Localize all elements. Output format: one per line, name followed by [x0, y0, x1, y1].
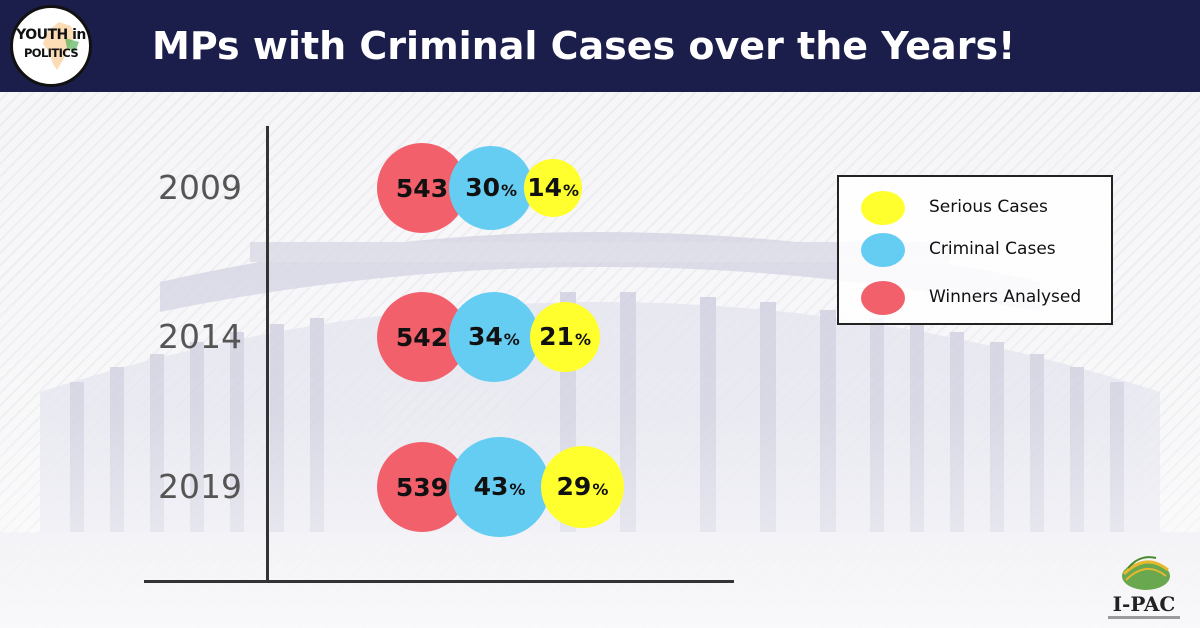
legend-swatch-criminal: [861, 233, 905, 267]
bubble-serious-cases-2019: 29%: [540, 445, 624, 529]
bubble-unit: %: [501, 181, 518, 201]
youth-in-politics-logo: YOUTH in POLITICS: [10, 5, 92, 87]
logo-text-line1: YOUTH in: [16, 27, 86, 43]
legend-swatch-serious: [861, 191, 905, 225]
x-axis-line: [144, 580, 734, 583]
bubble-criminal-cases-2019: 43%: [449, 436, 550, 538]
year-label-2014: 2014: [158, 317, 242, 356]
ipac-wordmark: I-PAC: [1112, 592, 1176, 616]
bubble-unit: %: [574, 330, 591, 350]
bubble-serious-cases-2014: 21%: [529, 301, 601, 373]
bubble-unit: %: [503, 330, 520, 350]
legend-label-criminal: Criminal Cases: [929, 239, 1056, 259]
legend-label-serious: Serious Cases: [929, 197, 1048, 217]
y-axis-line: [266, 126, 269, 582]
ipac-underline: [1108, 616, 1180, 619]
ipac-logo: I-PAC: [1104, 548, 1184, 624]
legend-swatch-winners: [861, 281, 905, 315]
year-label-2019: 2019: [158, 467, 242, 506]
bubble-unit: %: [592, 480, 609, 500]
bubble-unit: %: [563, 181, 580, 201]
bubble-serious-cases-2009: 14%: [524, 159, 582, 217]
year-label-2009: 2009: [158, 168, 242, 207]
ipac-emblem-icon: [1122, 556, 1170, 590]
bubble-value: 29: [556, 472, 592, 502]
legend-item-criminal: Criminal Cases: [839, 229, 1111, 269]
bubble-value: 539: [395, 472, 449, 502]
bubble-value: 43: [473, 472, 509, 502]
legend-item-winners: Winners Analysed: [839, 277, 1111, 317]
bubble-value: 14: [527, 173, 563, 203]
bubble-criminal-cases-2014: 34%: [449, 292, 539, 382]
india-map-icon: [43, 22, 79, 70]
legend-label-winners: Winners Analysed: [929, 287, 1082, 307]
chart-legend: Serious Cases Criminal Cases Winners Ana…: [837, 175, 1113, 325]
page-title: MPs with Criminal Cases over the Years!: [152, 24, 1016, 68]
bubble-value: 30: [465, 173, 501, 203]
legend-item-serious: Serious Cases: [839, 187, 1111, 227]
bubble-value: 21: [539, 322, 574, 352]
bubble-value: 543: [395, 173, 449, 203]
bubble-unit: %: [509, 480, 526, 500]
bubble-value: 542: [395, 322, 449, 352]
bubble-value: 34: [467, 322, 503, 352]
bubble-criminal-cases-2009: 30%: [449, 145, 534, 231]
logo-text-line2: POLITICS: [23, 46, 79, 60]
header-bar: YOUTH in POLITICS MPs with Criminal Case…: [0, 0, 1200, 92]
bubble-winners-analysed-2019: 539: [377, 442, 467, 532]
